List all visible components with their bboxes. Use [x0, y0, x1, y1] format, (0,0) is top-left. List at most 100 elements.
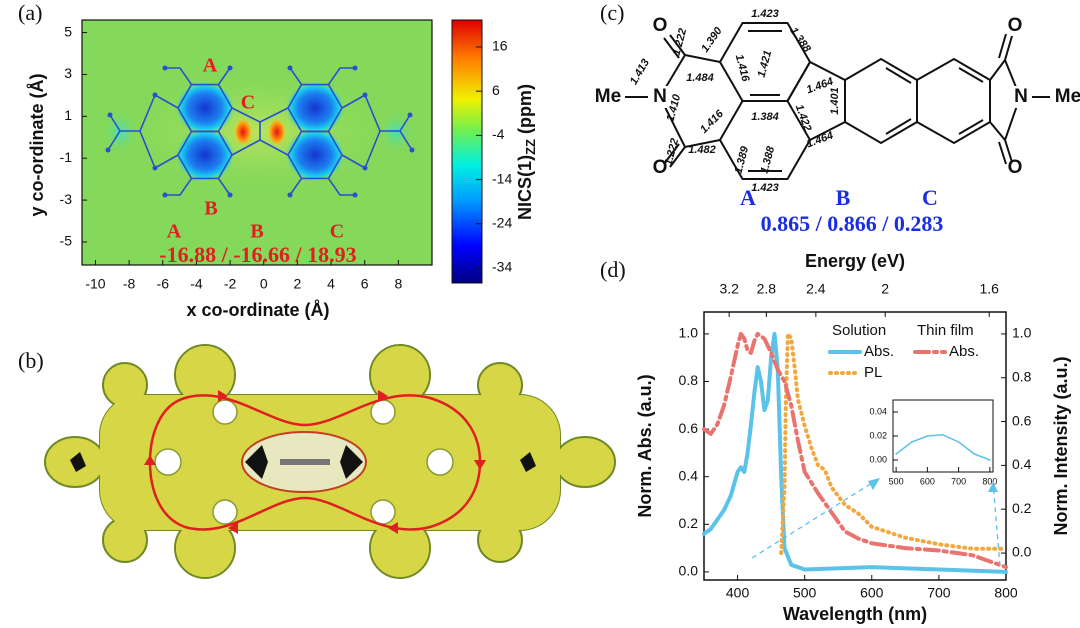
y-tick-label: 0.4	[679, 467, 699, 483]
colorbar-title-main: NICS(1)	[515, 155, 535, 220]
y-tick-label: 0.00	[869, 454, 887, 464]
ring-label: C	[241, 92, 255, 114]
y-tick-label: -1	[60, 149, 73, 165]
ring-values: 0.865 / 0.866 / 0.283	[761, 211, 944, 236]
colorbar-title-sub: ZZ	[523, 139, 538, 155]
y-tick-label: 3	[64, 65, 72, 81]
atom-bg	[1012, 86, 1030, 108]
x-tick-label: 2	[293, 276, 301, 292]
bond-length: 1.222	[663, 137, 682, 167]
panel-label: (a)	[18, 0, 42, 25]
x2-tick-label: 2.4	[806, 281, 826, 297]
panel-label: (c)	[600, 0, 624, 25]
y-axis-title: Norm. Abs. (a.u.)	[635, 374, 655, 517]
y-tick-label: 0.0	[679, 563, 699, 579]
bond-length: 1.423	[751, 182, 779, 194]
x2-tick-label: 1.6	[979, 281, 999, 297]
colorbar-tick-label: -24	[492, 214, 512, 230]
x-axis-title: x co-ordinate (Å)	[186, 300, 329, 320]
ring-legend-label: A	[167, 221, 182, 243]
y2-tick-label: 0.6	[1012, 412, 1032, 428]
inset-bg	[893, 400, 993, 472]
y2-tick-label: 0.2	[1012, 500, 1032, 516]
atom-label: N	[653, 86, 667, 107]
nics-map	[81, 19, 433, 266]
colorbar-title-unit: (ppm)	[515, 84, 535, 134]
plot-frame	[703, 311, 1007, 581]
x-tick-label: -10	[85, 276, 105, 292]
colorbar	[451, 19, 483, 284]
y-tick-label: -5	[60, 233, 73, 249]
atom-label: O	[1008, 157, 1023, 178]
series-line	[702, 331, 1008, 570]
x-tick-label: 4	[327, 276, 335, 292]
series-line	[895, 434, 991, 461]
x-tick-label: 700	[951, 476, 966, 486]
legend-group-title: Solution	[832, 322, 886, 339]
colorbar-tick-label: 6	[492, 82, 500, 98]
y-tick-label: 0.04	[869, 406, 887, 416]
legend-label: Abs.	[949, 343, 979, 360]
x-tick-label: 0	[260, 276, 268, 292]
inset-arrowhead	[868, 478, 880, 490]
current-density-plot	[44, 344, 616, 579]
bond-length: 1.482	[688, 144, 716, 156]
nics-values: -16.88 / -16.66 / 18.93	[159, 242, 356, 267]
bond-length: 1.422	[793, 103, 814, 133]
bond-length: 1.388	[787, 25, 813, 55]
atom-label: N	[1014, 86, 1028, 107]
bond-length: 1.413	[628, 57, 652, 87]
x-tick-label: 800	[982, 476, 997, 486]
legend-label: Abs.	[864, 343, 894, 360]
inset-pointer	[751, 477, 881, 559]
series-line	[779, 331, 1008, 555]
colorbar-tick-label: -34	[492, 259, 512, 275]
x-axis-title: Wavelength (nm)	[783, 604, 927, 624]
colorbar-tick-label: -14	[492, 170, 512, 186]
ring-legend-label: C	[330, 221, 344, 243]
atom-label: O	[653, 15, 668, 36]
legend-group-title: Thin film	[917, 322, 974, 339]
bond-length: 1.421	[756, 49, 775, 79]
atom-bg	[651, 86, 669, 108]
y2-tick-label: 1.0	[1012, 325, 1032, 341]
y-tick-label: 0.8	[679, 372, 699, 388]
atom-label: O	[653, 157, 668, 178]
x2-tick-label: 2	[881, 281, 889, 297]
inset-arrowhead	[988, 482, 998, 492]
x-tick-label: 600	[860, 585, 884, 601]
x-tick-label: 400	[726, 585, 750, 601]
colorbar-title: NICS(1)ZZ (ppm)	[515, 84, 539, 220]
ring-label: B	[836, 185, 851, 210]
y-tick-label: -3	[60, 191, 73, 207]
ring-label: B	[204, 198, 217, 220]
x-tick-label: 8	[394, 276, 402, 292]
x-tick-label: 6	[361, 276, 369, 292]
x-tick-label: 800	[994, 585, 1018, 601]
y-tick-label: 1	[64, 107, 72, 123]
panel-label: (d)	[600, 257, 626, 282]
chemical-structure	[625, 22, 1050, 180]
x-tick-label: 700	[927, 585, 951, 601]
y2-tick-label: 0.4	[1012, 456, 1032, 472]
y-tick-label: 0.6	[679, 420, 699, 436]
bond-length: 1.484	[686, 72, 714, 84]
ring-label: A	[740, 185, 756, 210]
y-tick-label: 0.2	[679, 515, 699, 531]
x2-tick-label: 2.8	[757, 281, 777, 297]
x-tick-label: 500	[889, 476, 904, 486]
bond-length: 1.416	[698, 107, 727, 136]
colorbar-tick-label: 16	[492, 38, 508, 54]
x-tick-label: 600	[920, 476, 935, 486]
bond-length: 1.390	[699, 25, 725, 55]
bond-length: 1.222	[671, 27, 690, 57]
y-axis-title: y co-ordinate (Å)	[27, 73, 47, 216]
x2-axis-title: Energy (eV)	[805, 251, 905, 271]
ring-legend-label: B	[250, 221, 263, 243]
bond-length: 1.416	[733, 53, 752, 84]
atom-label: O	[1008, 15, 1023, 36]
y-tick-label: 0.02	[869, 430, 887, 440]
x-tick-label: 500	[793, 585, 817, 601]
bond-length: 1.384	[751, 111, 779, 123]
panel-label: (b)	[18, 348, 44, 373]
